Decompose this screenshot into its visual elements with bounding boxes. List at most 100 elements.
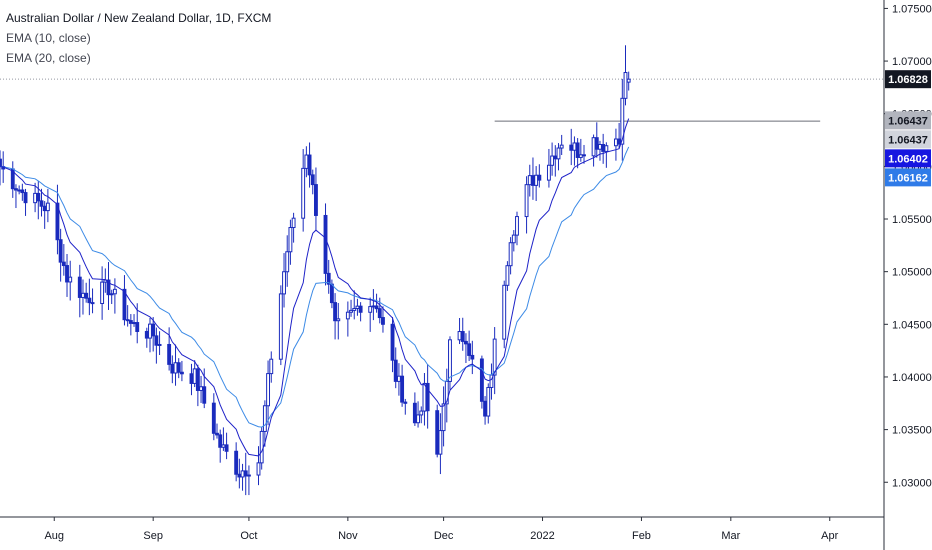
candle-body-up [527, 175, 532, 186]
candle [352, 290, 357, 320]
candle-body-down [374, 305, 379, 310]
ema10-line [0, 118, 630, 457]
candle-body-up [240, 470, 245, 478]
candle-body-down [215, 432, 219, 436]
candle [246, 465, 251, 496]
y-tick-label: 1.07000 [892, 56, 932, 68]
candle [240, 463, 245, 491]
candle-body-up [109, 293, 114, 296]
candle-body-up [368, 306, 373, 313]
candle-body-down [400, 375, 405, 403]
candle-body-up [266, 373, 271, 407]
y-tick-label: 1.03000 [892, 477, 932, 489]
candle [534, 166, 539, 201]
candle [199, 375, 203, 403]
candle-body-down [224, 444, 229, 452]
candle [256, 446, 261, 486]
price-badge-bg [885, 149, 931, 168]
candle-body-down [243, 470, 248, 477]
candle [460, 317, 465, 351]
candle-body-up [349, 309, 353, 313]
candle [502, 280, 507, 349]
y-tick-label: 1.07500 [892, 3, 932, 15]
candle-body-down [84, 292, 89, 299]
candle [467, 330, 472, 362]
candle-body-down [537, 174, 542, 181]
candle-body-down [393, 359, 398, 382]
candle [575, 138, 580, 169]
candle [486, 383, 491, 424]
price-badge-bg [885, 168, 931, 187]
candle-body-down [202, 386, 207, 404]
candle [112, 278, 117, 314]
candle-body-down [575, 142, 580, 158]
candle-body-up [626, 78, 631, 83]
candle-body-up [416, 414, 421, 424]
x-tick-label: Aug [44, 530, 64, 542]
candle-body-up [269, 358, 274, 375]
candle-body-up [355, 305, 360, 309]
candle-body-up [301, 167, 306, 219]
candle [556, 143, 561, 171]
candle [569, 128, 574, 166]
candle [179, 360, 184, 382]
candle-body-down [479, 358, 484, 402]
symbol-title[interactable]: Australian Dollar / New Zealand Dollar, … [6, 11, 272, 25]
candle-body-down [463, 340, 468, 345]
candle [282, 253, 286, 308]
candle [84, 282, 89, 303]
candle [594, 122, 599, 158]
candle-body-down [90, 302, 95, 305]
candle-body-down [234, 450, 239, 475]
candle-body-up [457, 331, 462, 341]
candle-body-up [157, 343, 162, 346]
y-tick-label: 1.05500 [892, 214, 932, 226]
ema20-legend[interactable]: EMA (20, close) [6, 51, 91, 65]
candle [613, 128, 618, 161]
candle-body-up [256, 462, 261, 476]
candle [234, 442, 239, 482]
candle [202, 368, 207, 409]
candle [333, 293, 338, 340]
candle [125, 305, 130, 327]
candle [266, 360, 271, 426]
candle-body-down [211, 402, 216, 434]
candle-body-up [288, 227, 293, 253]
candle-body-down [87, 297, 92, 304]
price-badge-label: 1.06402 [888, 153, 928, 165]
candle [301, 149, 306, 232]
candle-body-down [42, 205, 47, 212]
candle [515, 211, 519, 246]
candle [0, 150, 2, 186]
candle-body-down [531, 175, 535, 186]
candle [285, 235, 290, 287]
candle [100, 266, 105, 320]
candle [20, 183, 25, 201]
candle [559, 134, 564, 155]
price-badge: 1.06162 [885, 168, 931, 187]
x-tick-label: Feb [632, 530, 651, 542]
candle [457, 318, 462, 345]
candle-body-up [132, 322, 136, 325]
candle-body-down [176, 362, 181, 373]
candle [448, 336, 452, 390]
candle [416, 401, 421, 428]
candle [438, 413, 443, 475]
price-badge-label: 1.06828 [888, 74, 928, 86]
candle-body-down [381, 317, 385, 325]
candle [215, 423, 219, 439]
candle-body-up [33, 192, 38, 204]
candle [45, 188, 50, 223]
candle [441, 386, 446, 447]
price-badge-bg [885, 130, 931, 149]
candle [237, 458, 242, 489]
ema10-legend[interactable]: EMA (10, close) [6, 31, 91, 45]
candle [221, 427, 226, 451]
candle [77, 264, 82, 318]
candle [291, 212, 296, 243]
candle-body-down [55, 202, 60, 241]
candle-body-up [620, 97, 625, 145]
candle-body-up [419, 410, 424, 416]
